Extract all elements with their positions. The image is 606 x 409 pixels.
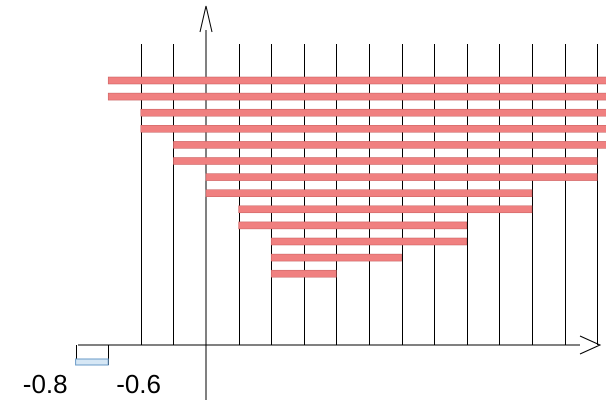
bar-series [107, 76, 606, 278]
y-axis-arrowhead [199, 5, 213, 33]
bar [270, 253, 402, 262]
bar [107, 76, 606, 85]
x-axis-arrowhead [579, 335, 602, 355]
bar [238, 221, 468, 230]
bar [107, 92, 606, 101]
bar [270, 269, 337, 278]
bar [205, 173, 598, 181]
bar [270, 237, 468, 246]
bar [173, 157, 598, 165]
grid-lines [76, 44, 598, 365]
bar [205, 189, 533, 197]
x-tick-label: -0.8 [23, 369, 68, 399]
axes [78, 5, 602, 400]
x-tick-labels: -0.8 -0.6 [23, 369, 161, 399]
marker-group [75, 358, 109, 366]
bar [140, 125, 606, 133]
bar [140, 108, 606, 117]
bar [238, 205, 533, 214]
marker-bar [75, 358, 109, 366]
bar [173, 141, 606, 149]
x-tick-label: -0.6 [116, 369, 161, 399]
